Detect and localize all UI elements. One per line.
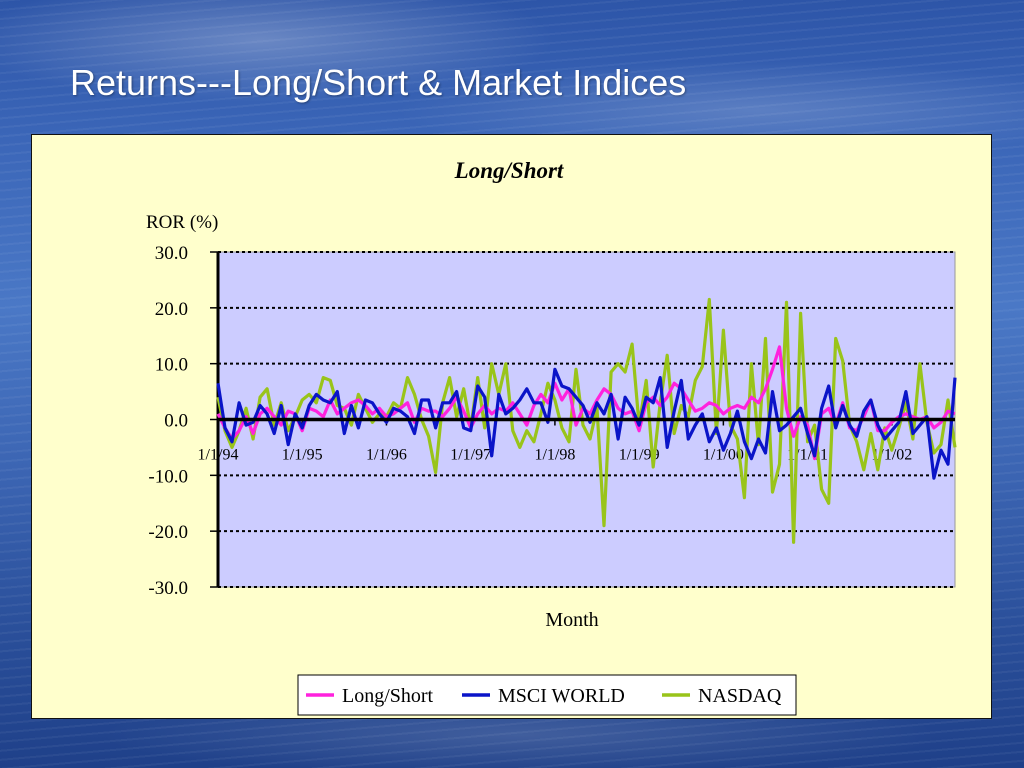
series-line-msci-world: [216, 367, 957, 480]
y-tick-label: 30.0: [155, 243, 188, 264]
slide-title: Returns---Long/Short & Market Indices: [70, 62, 687, 103]
x-tick-label: 1/1/95: [282, 447, 323, 464]
y-tick-label: -20.0: [148, 522, 188, 543]
x-tick-label: 1/1/99: [619, 447, 660, 464]
x-axis-label: Month: [545, 609, 598, 631]
x-tick-label: 1/1/94: [198, 447, 239, 464]
y-tick-label: 0.0: [164, 411, 188, 432]
x-tick-label: 1/1/01: [787, 447, 828, 464]
y-tick-label: 10.0: [155, 355, 188, 376]
legend-label: MSCI WORLD: [498, 685, 625, 707]
legend: Long/Short MSCI WORLD NASDAQ: [297, 674, 797, 716]
gridlines: [218, 251, 955, 588]
y-tick-label: -30.0: [148, 578, 188, 599]
x-axis-ticks: 1/1/94 1/1/95 1/1/96 1/1/97 1/1/98 1/1/99 1/1/…: [198, 419, 912, 464]
y-tick-label: -10.0: [148, 466, 188, 487]
y-tick-label: 20.0: [155, 299, 188, 320]
chart-panel: Long/Short ROR (%) 30.0 20.0 10.0 0.0 -10.0 -…: [31, 134, 992, 719]
y-axis-ticks: 30.0 20.0 10.0 0.0 -10.0 -20.0 -30.0: [148, 243, 220, 599]
legend-box: [297, 674, 797, 716]
line-chart: Long/Short ROR (%) 30.0 20.0 10.0 0.0 -10.0 -…: [146, 158, 957, 716]
x-tick-label: 1/1/96: [366, 447, 407, 464]
x-tick-label: 1/1/98: [534, 447, 575, 464]
y-axis-label: ROR (%): [146, 212, 218, 233]
legend-label: NASDAQ: [698, 685, 782, 707]
chart-title: Long/Short: [454, 158, 564, 183]
x-tick-label: 1/1/00: [703, 447, 744, 464]
legend-label: Long/Short: [342, 685, 434, 707]
series-lines: [216, 297, 957, 544]
x-tick-label: 1/1/97: [450, 447, 491, 464]
